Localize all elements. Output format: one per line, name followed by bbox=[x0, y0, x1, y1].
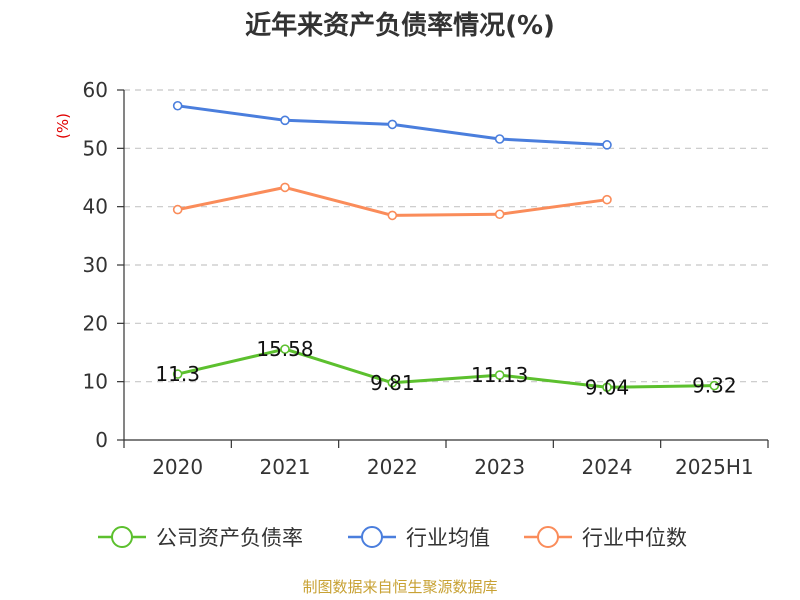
data-point bbox=[494, 370, 505, 380]
legend-label: 行业均值 bbox=[406, 526, 490, 550]
x-tick-label: 2024 bbox=[582, 455, 633, 479]
data-label: 11.13 bbox=[471, 363, 528, 387]
data-point bbox=[172, 369, 183, 379]
y-tick-label: 30 bbox=[83, 253, 108, 277]
legend-marker bbox=[111, 526, 133, 548]
x-tick-label: 2025H1 bbox=[675, 455, 754, 479]
legend-label: 公司资产负债率 bbox=[156, 526, 303, 550]
x-tick-label: 2023 bbox=[474, 455, 525, 479]
data-point bbox=[494, 209, 505, 220]
y-tick-label: 0 bbox=[95, 428, 108, 452]
data-point bbox=[280, 115, 290, 126]
x-tick-label: 2020 bbox=[152, 455, 203, 479]
data-label: 9.32 bbox=[692, 374, 737, 398]
legend: 公司资产负债率 行业均值 行业中位数 bbox=[98, 526, 687, 550]
y-axis-unit-label: (%) bbox=[54, 113, 72, 139]
x-tick-label: 2021 bbox=[260, 455, 311, 479]
data-point bbox=[709, 380, 720, 391]
data-label: 15.58 bbox=[256, 337, 313, 361]
y-tick-label: 40 bbox=[83, 195, 108, 219]
y-tick-label: 60 bbox=[83, 78, 108, 102]
data-labels: 11.3 15.58 9.81 11.13 9.04 9.32 bbox=[155, 337, 736, 399]
y-tick-label: 10 bbox=[83, 370, 108, 394]
data-point bbox=[602, 382, 612, 393]
legend-marker bbox=[361, 526, 383, 548]
source-note: 制图数据来自恒生聚源数据库 bbox=[302, 578, 497, 596]
data-point bbox=[602, 140, 612, 150]
chart-title: 近年来资产负债率情况(%) bbox=[245, 10, 555, 41]
data-label: 9.81 bbox=[370, 371, 415, 395]
series-line bbox=[176, 347, 716, 389]
y-tick-label: 50 bbox=[83, 136, 108, 160]
series-layer bbox=[172, 100, 720, 393]
gridlines bbox=[124, 89, 768, 383]
axes: 0 10 20 30 40 50 60 2020 2021 2022 2023 2024 2025H1 bbox=[83, 78, 769, 479]
data-point bbox=[387, 377, 398, 388]
x-tick-label: 2022 bbox=[367, 455, 418, 479]
data-label: 11.3 bbox=[155, 362, 200, 386]
data-label: 9.04 bbox=[585, 375, 630, 399]
data-point bbox=[172, 204, 183, 215]
data-point bbox=[280, 344, 290, 354]
data-point bbox=[280, 182, 290, 193]
data-point bbox=[387, 210, 398, 221]
legend-label: 行业中位数 bbox=[582, 526, 687, 550]
y-tick-label: 20 bbox=[83, 311, 108, 335]
data-point bbox=[172, 100, 183, 111]
data-point bbox=[387, 119, 398, 130]
data-point bbox=[494, 134, 505, 144]
data-point bbox=[602, 194, 612, 205]
legend-marker bbox=[537, 526, 559, 548]
